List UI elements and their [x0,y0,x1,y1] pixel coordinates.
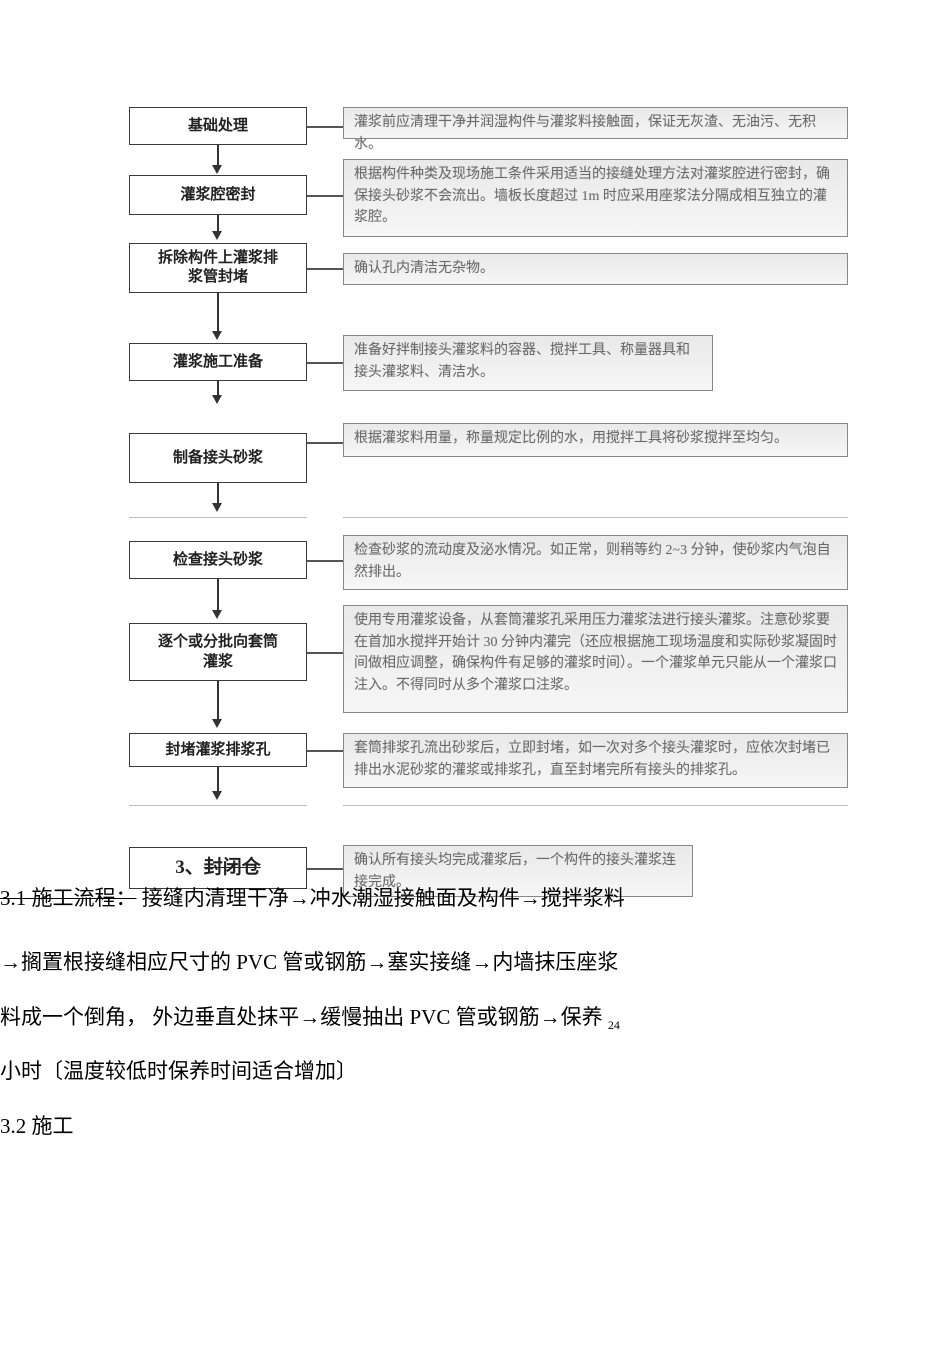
flow-desc-2: 根据构件种类及现场施工条件采用适当的接缝处理方法对灌浆腔进行密封，确保接头砂浆不… [343,159,848,237]
flow-step-7: 逐个或分批向套筒 灌浆 [129,623,307,681]
para1: →搁置根接缝相应尺寸的 PVC 管或钢筋→塞实接缝→内墙抹压座浆 [0,950,618,974]
flow-step-5: 制备接头砂浆 [129,433,307,483]
flow-step-9-strike: 封闭仓 [204,857,261,878]
flow-desc-6: 检查砂浆的流动度及泌水情况。如正常，则稍等约 2~3 分钟，使砂浆内气泡自然排出… [343,535,848,590]
para3: 小时〔温度较低时保养时间适合增加〕 [0,1059,357,1083]
flow-desc-7: 使用专用灌浆设备，从套筒灌浆孔采用压力灌浆法进行接头灌浆。注意砂浆要在首加水搅拌… [343,605,848,713]
flowchart: 基础处理 灌浆腔密封 拆除构件上灌浆排 浆管封堵 灌浆施工准备 制备接头砂浆 检… [115,95,850,995]
flow-step-1: 基础处理 [129,107,307,145]
flow-step-3: 拆除构件上灌浆排 浆管封堵 [129,243,307,293]
flow-step-4: 灌浆施工准备 [129,343,307,381]
sec32: 3.2 施工 [0,1114,74,1138]
sec31-label: 3.1 施工流程： [0,886,137,910]
section-3-1: 3.1 施工流程： 接缝内清理干净→冲水潮湿接触面及构件→搅拌浆料 [0,882,735,912]
flow-step-6: 检查接头砂浆 [129,541,307,579]
flow-desc-5: 根据灌浆料用量，称量规定比例的水，用搅拌工具将砂浆搅拌至均匀。 [343,423,848,457]
flow-desc-8: 套筒排浆孔流出砂浆后，立即封堵，如一次对多个接头灌浆时，应依次封堵已排出水泥砂浆… [343,733,848,788]
flow-desc-3: 确认孔内清洁无杂物。 [343,253,848,285]
body-paragraphs: →搁置根接缝相应尺寸的 PVC 管或钢筋→塞实接缝→内墙抹压座浆 料成一个倒角，… [0,935,725,1153]
flow-desc-4: 准备好拌制接头灌浆料的容器、搅拌工具、称量器具和接头灌浆料、清洁水。 [343,335,713,391]
flow-step-2: 灌浆腔密封 [129,175,307,215]
para2a: 料成一个倒角， 外边垂直处抹平→缓慢抽出 PVC 管或钢筋→保养 [0,1005,608,1029]
flow-step-9-num: 3、 [175,857,204,878]
para2b-sub: 24 [608,1018,620,1032]
flow-step-8: 封堵灌浆排浆孔 [129,733,307,767]
flow-desc-1: 灌浆前应清理干净并润湿构件与灌浆料接触面，保证无灰渣、无油污、无积水。 [343,107,848,139]
sec31-text: 接缝内清理干净→冲水潮湿接触面及构件→搅拌浆料 [142,886,625,910]
